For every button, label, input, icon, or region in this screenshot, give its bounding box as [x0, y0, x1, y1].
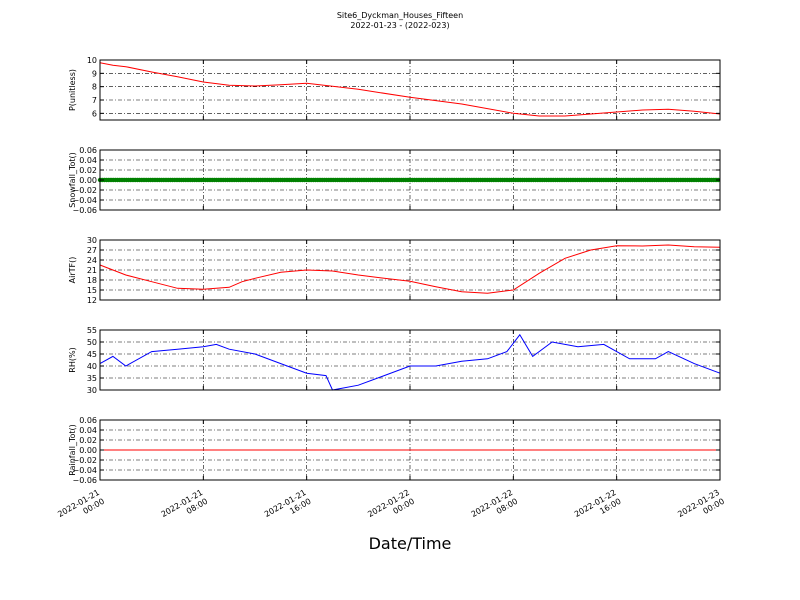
y-tick-label: 24: [87, 256, 97, 265]
chart-title-line2: 2022-01-23 - (2022-023): [350, 21, 450, 30]
y-tick-label: 30: [87, 236, 97, 245]
y-tick-label: 21: [87, 266, 97, 275]
y-tick-label: −0.06: [72, 476, 97, 485]
y-tick-label: −0.02: [72, 186, 97, 195]
series-line: [99, 244, 721, 294]
y-tick-label: 27: [87, 246, 97, 255]
y-tick-label: 7: [92, 96, 97, 105]
y-tick-label: 10: [87, 56, 97, 65]
y-tick-label: 55: [87, 326, 97, 335]
y-tick-label: −0.04: [72, 466, 97, 475]
y-tick-label: 0.02: [79, 436, 97, 445]
y-tick-label: 50: [87, 338, 97, 347]
y-tick-label: 0.06: [79, 416, 97, 425]
y-tick-label: 15: [87, 286, 97, 295]
y-tick-label: 0.02: [79, 166, 97, 175]
y-tick-label: 9: [92, 69, 97, 78]
y-tick-label: 0.00: [79, 176, 97, 185]
y-axis-label: Snowfall_Tot(): [68, 152, 77, 208]
y-tick-label: 12: [87, 296, 97, 305]
y-axis-label: RH(%): [68, 347, 77, 372]
y-axis-label: Rainfall_Tot(): [68, 424, 77, 476]
y-tick-label: 0.04: [79, 426, 97, 435]
y-tick-label: 30: [87, 386, 97, 395]
y-tick-label: 0.00: [79, 446, 97, 455]
y-tick-label: 0.06: [79, 146, 97, 155]
y-tick-label: −0.06: [72, 206, 97, 215]
y-axis-label: AirTF(): [68, 257, 77, 284]
y-tick-label: 18: [87, 276, 97, 285]
x-axis-label: Date/Time: [368, 534, 452, 553]
y-tick-label: 35: [87, 374, 97, 383]
chart-title-line1: Site6_Dyckman_Houses_Fifteen: [336, 11, 464, 20]
y-tick-label: 8: [92, 83, 97, 92]
y-axis-label: P(unitless): [68, 69, 77, 111]
y-tick-label: 6: [92, 109, 97, 118]
y-tick-label: −0.02: [72, 456, 97, 465]
y-tick-label: 45: [87, 350, 97, 359]
y-tick-label: −0.04: [72, 196, 97, 205]
y-tick-label: 0.04: [79, 156, 97, 165]
y-tick-label: 40: [87, 362, 97, 371]
series-line: [99, 62, 721, 117]
series-line: [99, 333, 721, 391]
